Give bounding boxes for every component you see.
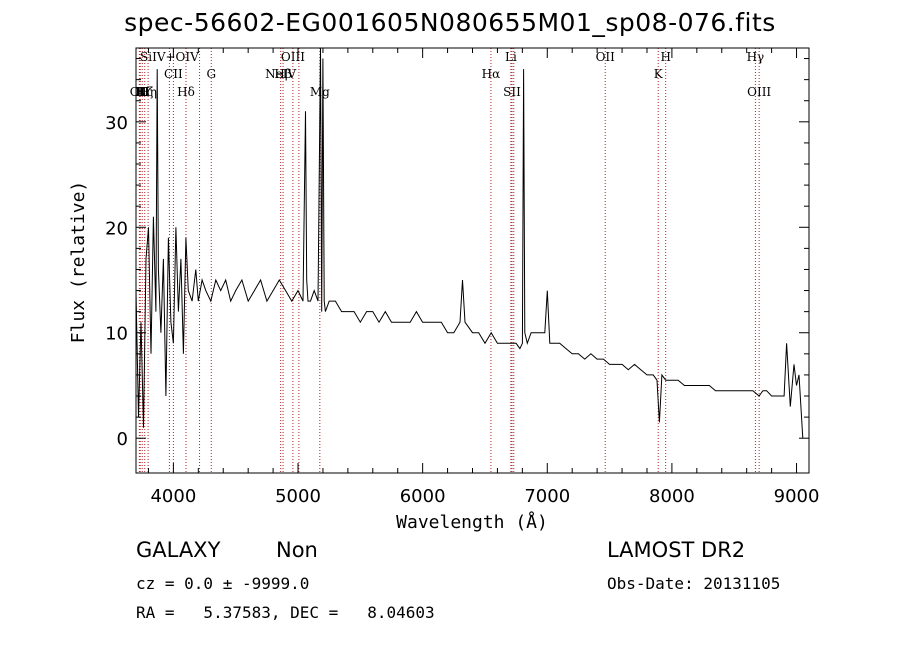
- line-marker-label: Hδ: [177, 85, 195, 99]
- line-marker-label: Hζ: [136, 85, 153, 99]
- spectrum-line: [135, 47, 804, 439]
- y-tick-label: 0: [117, 429, 128, 450]
- spectral-line-markers: [138, 48, 760, 473]
- x-tick-label: 8000: [649, 486, 695, 507]
- line-marker-label: G: [206, 67, 216, 81]
- plot-frame: [135, 47, 810, 474]
- line-marker-label: SiIV+OIV: [140, 50, 199, 64]
- line-marker-label: H: [135, 85, 145, 99]
- x-tick-label: 7000: [524, 486, 570, 507]
- object-subclass: Non: [276, 538, 318, 562]
- line-marker-label: SII: [503, 85, 521, 99]
- y-tick-label: 30: [105, 113, 128, 134]
- line-marker-label: Hη: [139, 85, 157, 99]
- observation-date: Obs-Date: 20131105: [607, 574, 781, 593]
- line-marker-label: K: [138, 85, 148, 99]
- line-marker-label: OIII: [747, 85, 771, 99]
- survey-name: LAMOST DR2: [607, 538, 746, 562]
- line-marker-label: Li: [505, 50, 517, 64]
- y-tick-label: 20: [105, 218, 128, 239]
- x-tick-label: 6000: [400, 486, 446, 507]
- coordinates-readout: RA = 5.37583, DEC = 8.04603: [136, 603, 435, 622]
- y-axis-ticks: 0 10 20 30: [105, 58, 809, 450]
- line-marker-label: NeIV: [265, 67, 296, 81]
- object-class: GALAXY: [136, 538, 221, 562]
- line-marker-label: OIII: [281, 50, 305, 64]
- x-axis-label: Wavelength (Å): [396, 511, 548, 533]
- line-marker-label: Hγ: [747, 50, 765, 64]
- x-axis-ticks: 4000 5000 6000 7000 8000 9000: [147, 48, 820, 507]
- line-marker-label: CII: [164, 67, 183, 81]
- line-marker-label: OII: [130, 85, 150, 99]
- line-marker-label: Hβ: [274, 67, 291, 81]
- line-marker-label: K: [654, 67, 664, 81]
- line-marker-label: H: [660, 50, 670, 64]
- x-tick-label: 4000: [150, 486, 196, 507]
- chart-title: spec-56602-EG001605N080655M01_sp08-076.f…: [124, 8, 776, 37]
- line-marker-label: Hα: [482, 67, 501, 81]
- x-tick-label: 5000: [275, 486, 321, 507]
- y-axis-label: Flux (relative): [68, 181, 89, 344]
- x-tick-label: 9000: [774, 486, 820, 507]
- y-tick-label: 10: [105, 324, 128, 345]
- line-marker-label: OII: [596, 50, 616, 64]
- redshift-readout: cz = 0.0 ± -9999.0: [136, 574, 310, 593]
